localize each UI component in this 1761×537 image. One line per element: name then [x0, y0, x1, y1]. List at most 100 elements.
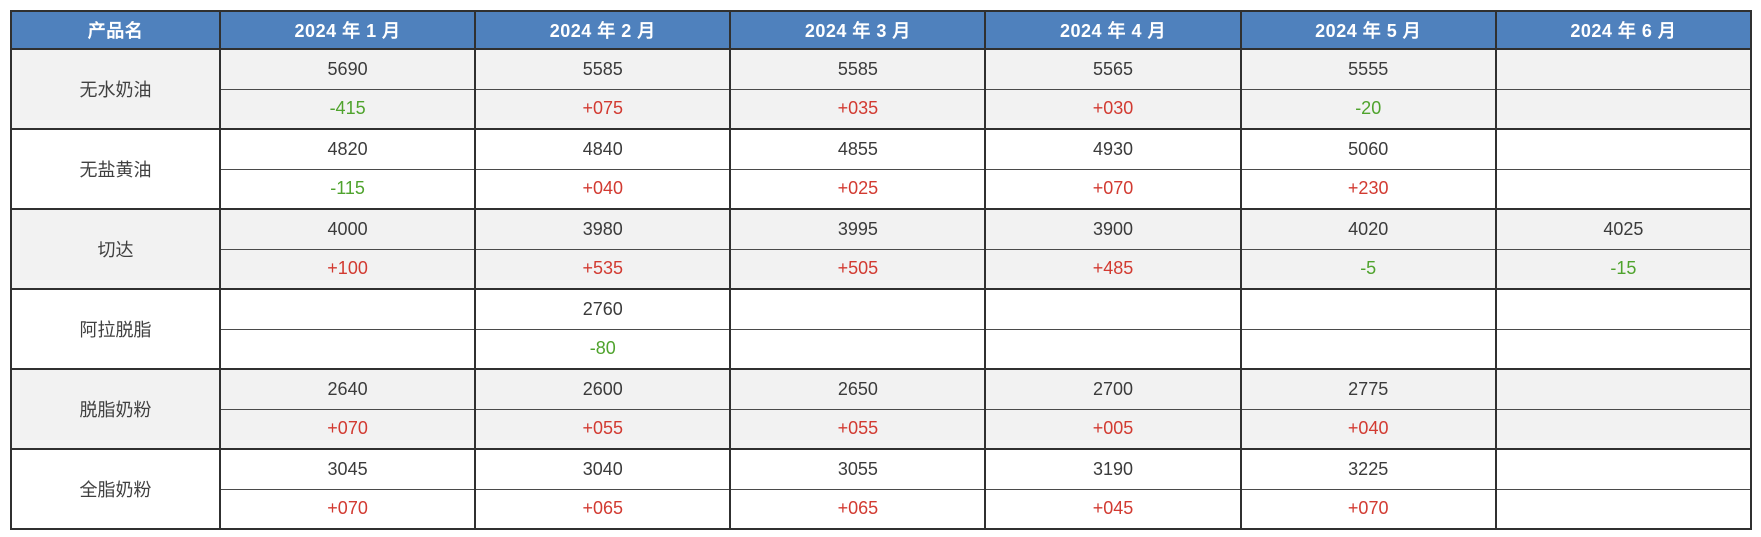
- change-cell: +100: [218, 249, 477, 289]
- price-cell: 5585: [474, 49, 732, 90]
- table-row: 无水奶油 5690 5585 5585 5565 5555: [10, 49, 1753, 129]
- change-cell: +535: [474, 249, 732, 289]
- change-cell: +505: [729, 249, 987, 289]
- price-cell: 3980: [474, 209, 732, 250]
- column-header-month-1: 2024 年 1 月: [218, 11, 477, 50]
- change-cell: [1494, 409, 1753, 449]
- price-cell: 3040: [474, 449, 732, 490]
- change-cell: +030: [984, 89, 1242, 129]
- table-row: 阿拉脱脂 2760: [10, 289, 1753, 369]
- price-cell: [218, 289, 477, 330]
- price-cell: 2650: [729, 369, 987, 410]
- table-row: +100 +535 +505 +485 -5 -15: [11, 249, 1753, 289]
- price-cell: 5690: [218, 49, 477, 90]
- price-cell: 3045: [218, 449, 477, 490]
- price-cell: 3995: [729, 209, 987, 250]
- price-cell: 3055: [729, 449, 987, 490]
- change-cell: +075: [474, 89, 732, 129]
- change-cell: [218, 329, 477, 369]
- change-cell: +005: [984, 409, 1242, 449]
- price-cell: 4000: [218, 209, 477, 250]
- price-cell: 4840: [474, 129, 732, 170]
- column-header-month-5: 2024 年 5 月: [1239, 11, 1497, 50]
- price-cell: [1494, 449, 1753, 490]
- product-group-unsalted-butter: 无盐黄油 4820 4840 4855 4930 5060 -115 +040 …: [10, 129, 1753, 209]
- price-cell: 3225: [1239, 449, 1497, 490]
- table-row: -115 +040 +025 +070 +230: [11, 169, 1753, 209]
- price-cell: 4820: [218, 129, 477, 170]
- price-cell: [1239, 289, 1497, 330]
- price-cell: [1494, 49, 1753, 90]
- column-header-product: 产品名: [10, 11, 221, 50]
- price-cell: 2600: [474, 369, 732, 410]
- price-cell: 4025: [1494, 209, 1753, 250]
- price-cell: 4855: [729, 129, 987, 170]
- change-cell: +065: [474, 489, 732, 529]
- product-group-cheddar: 切达 4000 3980 3995 3900 4020 4025 +100 +5…: [10, 209, 1753, 289]
- price-cell: 3190: [984, 449, 1242, 490]
- change-cell: +055: [729, 409, 987, 449]
- change-cell: -5: [1239, 249, 1497, 289]
- price-table-container: 产品名 2024 年 1 月 2024 年 2 月 2024 年 3 月 202…: [10, 10, 1753, 530]
- price-cell: [729, 289, 987, 330]
- change-cell: [1494, 489, 1753, 529]
- change-cell: +070: [218, 409, 477, 449]
- change-cell: +040: [474, 169, 732, 209]
- price-cell: [1494, 369, 1753, 410]
- price-cell: 5585: [729, 49, 987, 90]
- change-cell: [1239, 329, 1497, 369]
- change-cell: -415: [218, 89, 477, 129]
- table-header: 产品名 2024 年 1 月 2024 年 2 月 2024 年 3 月 202…: [10, 11, 1753, 50]
- price-cell: [1494, 289, 1753, 330]
- price-cell: 5555: [1239, 49, 1497, 90]
- table-row: 无盐黄油 4820 4840 4855 4930 5060: [10, 129, 1753, 209]
- change-cell: +070: [1239, 489, 1497, 529]
- change-cell: +025: [729, 169, 987, 209]
- product-group-skim-milk-powder: 脱脂奶粉 2640 2600 2650 2700 2775 +070 +055 …: [10, 369, 1753, 449]
- price-table: 产品名 2024 年 1 月 2024 年 2 月 2024 年 3 月 202…: [10, 10, 1753, 530]
- table-row: +070 +065 +065 +045 +070: [11, 489, 1753, 529]
- change-cell: [1494, 169, 1753, 209]
- change-cell: +065: [729, 489, 987, 529]
- table-row: 切达 4000 3980 3995 3900 4020 4025: [10, 209, 1753, 289]
- column-header-month-6: 2024 年 6 月: [1494, 11, 1753, 50]
- price-cell: 2640: [218, 369, 477, 410]
- price-cell: [984, 289, 1242, 330]
- change-cell: +055: [474, 409, 732, 449]
- change-cell: -20: [1239, 89, 1497, 129]
- price-cell: 3900: [984, 209, 1242, 250]
- change-cell: +035: [729, 89, 987, 129]
- product-group-anhydrous-butter: 无水奶油 5690 5585 5585 5565 5555 -415 +075 …: [10, 49, 1753, 129]
- change-cell: +230: [1239, 169, 1497, 209]
- price-cell: 5060: [1239, 129, 1497, 170]
- price-cell: 4020: [1239, 209, 1497, 250]
- price-cell: 2760: [474, 289, 732, 330]
- change-cell: -80: [474, 329, 732, 369]
- price-cell: 5565: [984, 49, 1242, 90]
- table-row: 脱脂奶粉 2640 2600 2650 2700 2775: [10, 369, 1753, 449]
- product-name-cell: 无水奶油: [10, 49, 221, 129]
- table-row: 全脂奶粉 3045 3040 3055 3190 3225: [10, 449, 1753, 529]
- change-cell: +040: [1239, 409, 1497, 449]
- product-group-whole-milk-powder: 全脂奶粉 3045 3040 3055 3190 3225 +070 +065 …: [10, 449, 1753, 529]
- table-row: -415 +075 +035 +030 -20: [11, 89, 1753, 129]
- change-cell: +485: [984, 249, 1242, 289]
- product-name-cell: 全脂奶粉: [10, 449, 221, 529]
- change-cell: -115: [218, 169, 477, 209]
- change-cell: -15: [1494, 249, 1753, 289]
- change-cell: [729, 329, 987, 369]
- change-cell: +070: [984, 169, 1242, 209]
- table-row: +070 +055 +055 +005 +040: [11, 409, 1753, 449]
- column-header-month-3: 2024 年 3 月: [729, 11, 987, 50]
- product-group-arla-skim: 阿拉脱脂 2760 -80: [10, 289, 1753, 369]
- table-row: -80: [11, 329, 1753, 369]
- header-row: 产品名 2024 年 1 月 2024 年 2 月 2024 年 3 月 202…: [10, 11, 1753, 50]
- price-cell: 2700: [984, 369, 1242, 410]
- column-header-month-4: 2024 年 4 月: [984, 11, 1242, 50]
- change-cell: +045: [984, 489, 1242, 529]
- price-cell: 4930: [984, 129, 1242, 170]
- product-name-cell: 无盐黄油: [10, 129, 221, 209]
- price-cell: [1494, 129, 1753, 170]
- product-name-cell: 脱脂奶粉: [10, 369, 221, 449]
- change-cell: [1494, 329, 1753, 369]
